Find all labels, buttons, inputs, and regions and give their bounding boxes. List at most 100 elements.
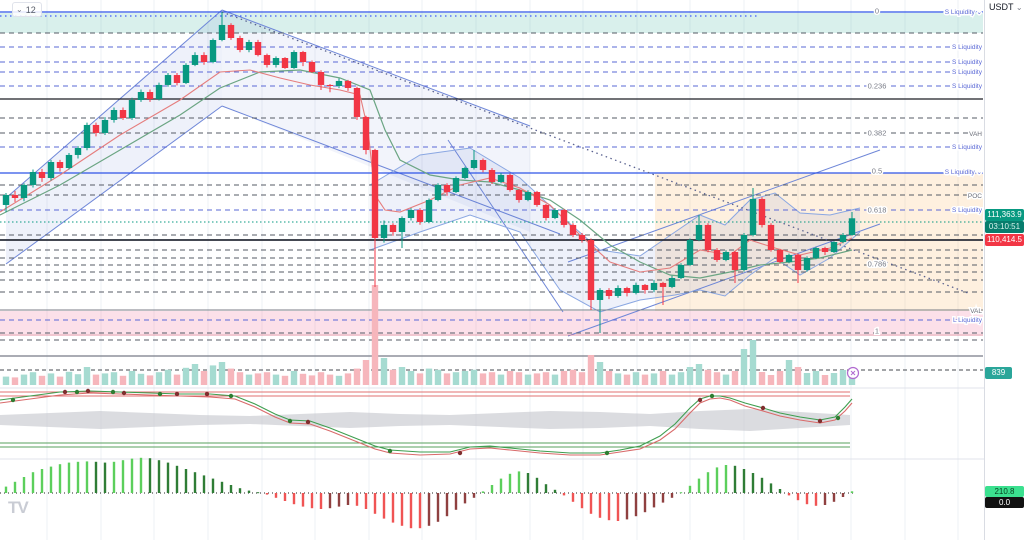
volume-bar (227, 368, 235, 385)
candle-body (65, 154, 73, 168)
candle-body (11, 194, 19, 198)
candle-body (353, 88, 361, 117)
oscillator-signal-dot (157, 391, 163, 397)
candle-body (767, 224, 775, 250)
candle-body (335, 80, 343, 86)
candle-body (803, 258, 811, 270)
oscillator-signal-dot (74, 389, 80, 395)
liquidity-label: S Liquidity (952, 44, 983, 51)
candle-body (542, 204, 550, 218)
delta-histogram-bar (49, 466, 53, 493)
volume-bar (623, 374, 631, 385)
volume-bar (803, 373, 811, 385)
oscillator-signal-dot (604, 450, 610, 456)
channel-fill (6, 10, 222, 264)
oscillator-signal-dot (709, 393, 715, 399)
delta-histogram-bar (535, 477, 539, 493)
fib-level-label: 0.236 (868, 82, 887, 91)
candle-body (479, 160, 487, 170)
oscillator-signal-dot (305, 419, 311, 425)
volume-bar (839, 370, 847, 385)
fib-level-label: 0.618 (868, 206, 887, 215)
candle-body (299, 52, 307, 62)
oscillator-signal-dot (228, 393, 234, 399)
volume-bar (380, 358, 388, 385)
volume-bar (686, 367, 694, 385)
candle-body (596, 290, 604, 300)
candle-body (398, 218, 406, 232)
volume-bar (614, 373, 622, 385)
chevron-down-icon: ⌄ (1015, 3, 1023, 12)
candle-body (668, 278, 676, 287)
volume-bar (371, 285, 379, 385)
volume-bar (434, 369, 442, 385)
volume-bar (317, 372, 325, 385)
delta-histogram-bar (211, 478, 215, 493)
delta-histogram-bar (175, 465, 179, 493)
volume-bar (650, 373, 658, 385)
oscillator-signal-dot (817, 418, 823, 424)
delta-histogram-bar (850, 491, 854, 493)
volume-bar (209, 365, 217, 385)
candle-body (290, 52, 298, 68)
volume-bar (416, 373, 424, 385)
oscillator-signal-dot (760, 405, 766, 411)
delta-histogram-bar (787, 493, 791, 496)
delta-histogram-bar (67, 462, 71, 493)
delta-histogram-bar (625, 493, 629, 520)
chevron-down-icon[interactable]: ⌄ (16, 5, 23, 14)
delta-histogram-bar (184, 469, 188, 493)
quote-currency-selector[interactable]: USDT ⌄ (989, 2, 1023, 12)
volume-bar (731, 371, 739, 385)
delta-histogram-bar (571, 493, 575, 502)
volume-bar (281, 375, 289, 385)
volume-bar (533, 373, 541, 385)
delta-histogram-bar (751, 473, 755, 493)
delta-zero-badge: 0.0 (985, 497, 1024, 508)
volume-bar (65, 371, 73, 385)
volume-bar (191, 364, 199, 385)
candle-body (416, 210, 424, 222)
delta-histogram-bar (130, 458, 134, 493)
volume-bar (254, 373, 262, 385)
candle-body (686, 240, 694, 265)
delta-histogram-bar (706, 472, 710, 493)
delta-histogram-bar (121, 460, 125, 493)
volume-bar (236, 372, 244, 385)
profile-label: VAL (970, 308, 982, 315)
delta-histogram-bar (328, 493, 332, 509)
volume-bar (344, 373, 352, 385)
delta-histogram-bar (202, 475, 206, 493)
candle-body (695, 224, 703, 240)
volume-bar (713, 372, 721, 385)
volume-bar (182, 367, 190, 385)
candle-body (272, 58, 280, 65)
candle-body (614, 288, 622, 296)
liquidity-label: S Liquidity (952, 59, 983, 66)
delta-histogram-bar (769, 483, 773, 493)
liquidity-label: S Liquidity (952, 144, 983, 151)
candle-body (434, 184, 442, 200)
liquidity-label: S Liquidity ⌄ (945, 169, 982, 176)
delta-histogram-bar (805, 493, 809, 505)
delta-histogram-bar (715, 467, 719, 493)
legend-interval-chip[interactable]: ⌄ 12 (12, 2, 42, 17)
price-axis[interactable] (984, 0, 1024, 540)
channel-line (567, 149, 881, 263)
volume-bar (164, 369, 172, 385)
oscillator-signal-dot (10, 397, 16, 403)
delta-histogram-bar (796, 493, 800, 501)
volume-bar (821, 375, 829, 385)
delta-histogram-bar (265, 493, 269, 495)
candle-body (677, 264, 685, 278)
delta-histogram-bar (319, 493, 323, 509)
candle-body (569, 224, 577, 235)
envelope-lower-line (369, 214, 861, 313)
delta-histogram-bar (373, 493, 377, 514)
volume-bar (119, 375, 127, 385)
delta-histogram-bar (112, 461, 116, 493)
volume-bar (83, 367, 91, 385)
candle-body (20, 184, 28, 198)
volume-bar (173, 374, 181, 385)
